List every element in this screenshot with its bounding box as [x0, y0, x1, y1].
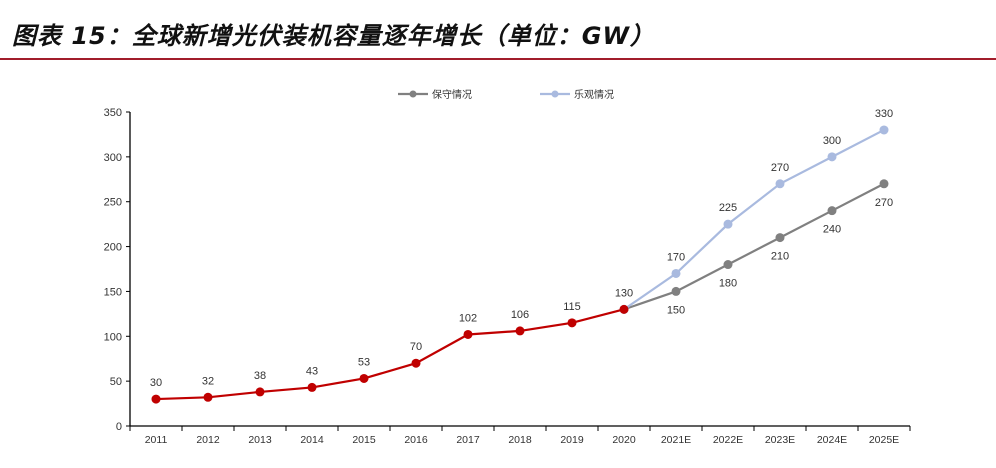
data-label: 102 [459, 312, 477, 324]
legend-marker [551, 90, 559, 98]
data-label: 330 [875, 108, 893, 120]
x-tick-label: 2014 [300, 434, 324, 446]
series-line [155, 308, 625, 401]
data-point [203, 392, 213, 402]
x-tick-label: 2017 [456, 434, 480, 446]
data-label: 38 [254, 370, 266, 382]
x-tick-label: 2019 [560, 434, 584, 446]
page-title: 图表 15：全球新增光伏装机容量逐年增长（单位：GW） [12, 22, 655, 50]
data-point [879, 125, 889, 135]
title-divider [0, 58, 996, 60]
data-point [619, 304, 629, 314]
data-point [255, 387, 265, 397]
data-label: 70 [410, 341, 422, 353]
data-point [775, 179, 785, 189]
data-label: 180 [719, 278, 737, 290]
data-label: 240 [823, 224, 841, 236]
legend-label: 乐观情况 [574, 88, 614, 101]
data-label: 170 [667, 251, 685, 263]
data-point [775, 233, 785, 243]
data-label: 150 [667, 304, 685, 316]
data-label: 53 [358, 356, 370, 368]
y-tick-label: 0 [116, 421, 122, 433]
data-point [723, 219, 733, 229]
data-label: 43 [306, 365, 318, 377]
x-tick-label: 2020 [612, 434, 636, 446]
legend-label: 保守情况 [432, 88, 472, 101]
legend-marker [409, 90, 417, 98]
x-tick-label: 2015 [352, 434, 376, 446]
data-label: 106 [511, 309, 529, 321]
y-tick-label: 250 [104, 197, 122, 209]
x-tick-label: 2016 [404, 434, 428, 446]
data-point [827, 206, 837, 216]
y-tick-label: 150 [104, 286, 122, 298]
y-tick-label: 100 [104, 331, 122, 343]
data-point [411, 358, 421, 368]
data-label: 225 [719, 202, 737, 214]
series-line [623, 182, 885, 311]
x-tick-label: 2012 [196, 434, 220, 446]
x-tick-label: 2022E [713, 434, 743, 446]
data-point [151, 394, 161, 404]
data-point [463, 329, 473, 339]
x-tick-label: 2011 [145, 434, 168, 446]
y-tick-label: 200 [104, 242, 122, 254]
data-point [567, 318, 577, 328]
data-point [359, 373, 369, 383]
data-point [671, 286, 681, 296]
y-tick-label: 50 [110, 376, 122, 388]
x-tick-label: 2023E [765, 434, 795, 446]
data-point [879, 179, 889, 189]
data-label: 210 [771, 251, 789, 263]
data-label: 270 [771, 162, 789, 174]
data-point [827, 152, 837, 162]
x-tick-label: 2024E [817, 434, 847, 446]
y-tick-label: 300 [104, 152, 122, 164]
data-label: 130 [615, 287, 633, 299]
series-line [623, 128, 885, 311]
data-label: 32 [202, 375, 214, 387]
x-tick-label: 2025E [869, 434, 899, 446]
data-label: 270 [875, 197, 893, 209]
y-tick-label: 350 [104, 107, 122, 119]
x-tick-label: 2018 [508, 434, 532, 446]
x-tick-label: 2013 [248, 434, 272, 446]
data-label: 30 [150, 377, 162, 389]
data-point [723, 260, 733, 270]
data-label: 300 [823, 135, 841, 147]
data-point [671, 268, 681, 278]
data-point [307, 382, 317, 392]
data-label: 115 [563, 301, 581, 313]
data-point [515, 326, 525, 336]
x-tick-label: 2021E [661, 434, 691, 446]
